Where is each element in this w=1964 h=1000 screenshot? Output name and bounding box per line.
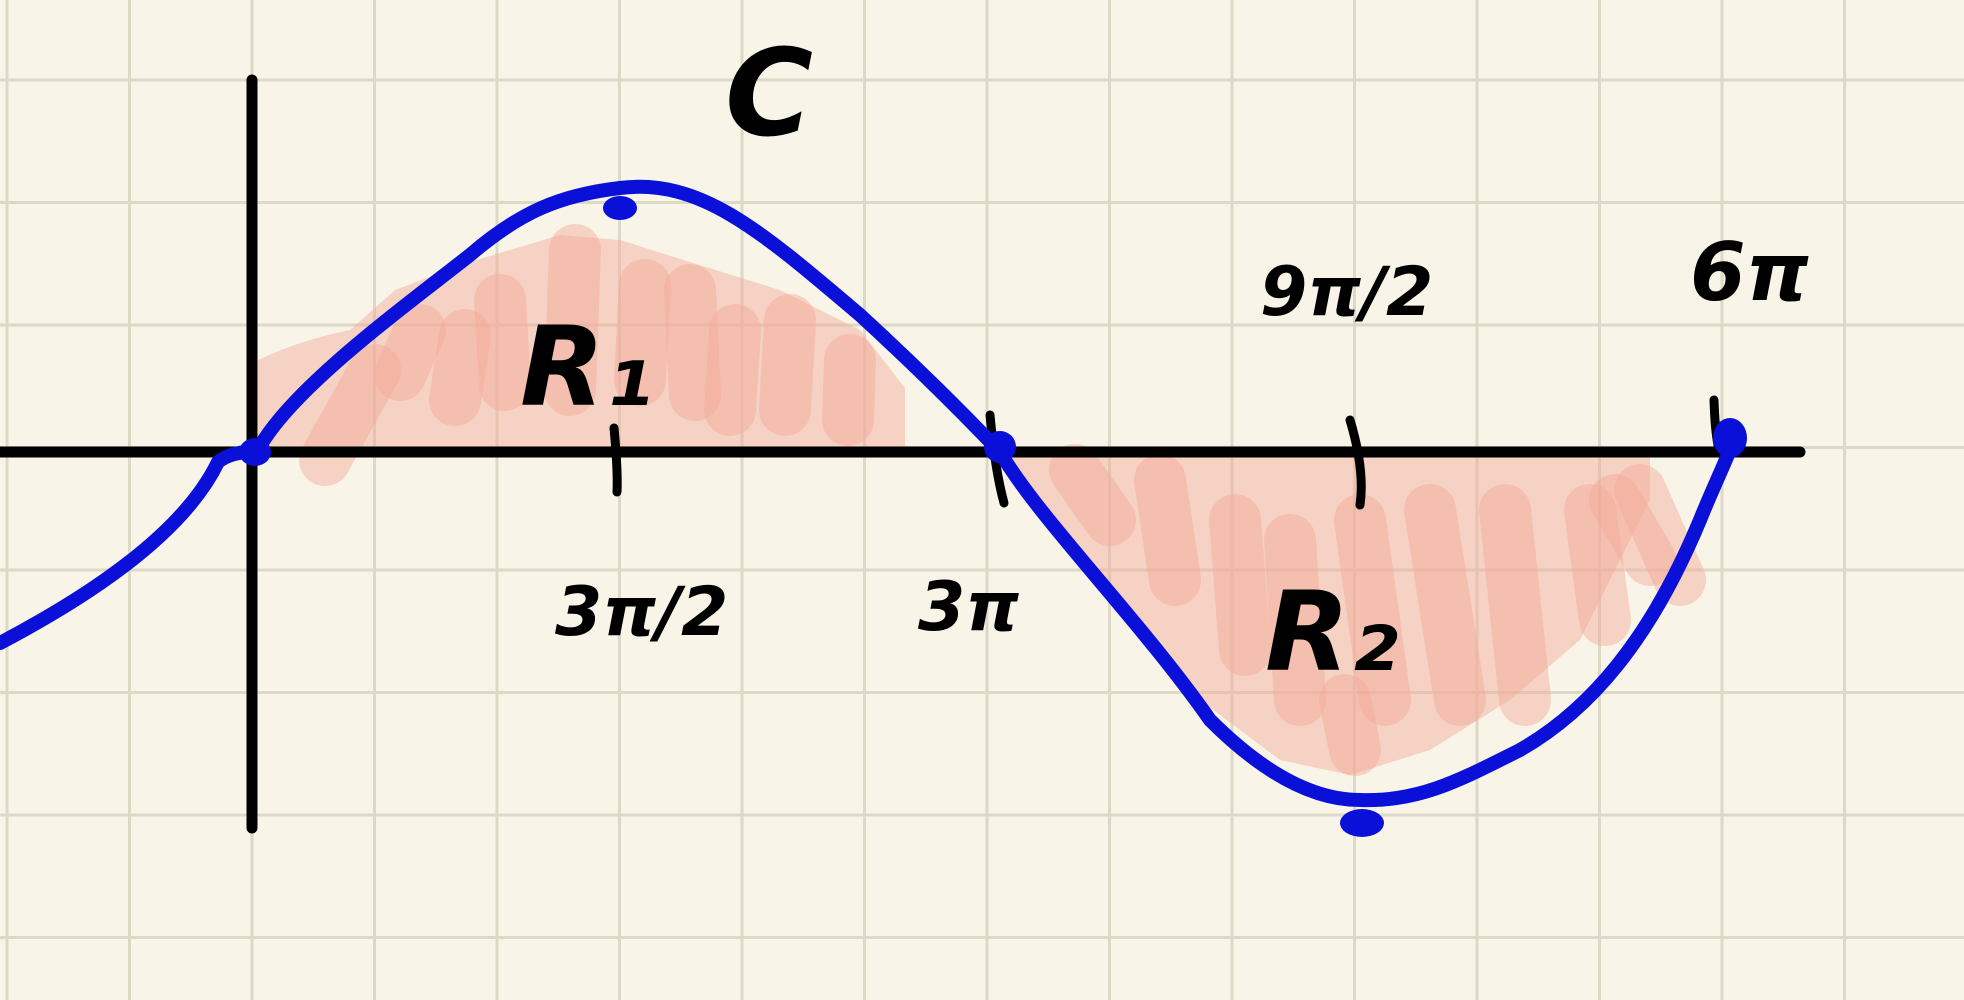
region-label-r2: R₂ <box>1265 568 1398 696</box>
point-maximum <box>603 196 637 220</box>
point-zero-6pi <box>1713 418 1747 458</box>
tick-label-9pi-over-2: 9π/2 <box>1260 253 1433 332</box>
curve-label: C <box>725 25 813 164</box>
tick-label-3pi-over-2: 3π/2 <box>555 573 728 652</box>
region-label-r1: R₁ <box>520 303 653 431</box>
tick-3pi-over-2 <box>609 423 622 497</box>
tick-3pi <box>985 410 1009 508</box>
tick-9pi-over-2 <box>1345 415 1366 510</box>
shading-strokes-r1 <box>299 224 876 486</box>
tick-label-3pi: 3π <box>918 568 1019 647</box>
point-origin <box>239 438 271 466</box>
shaded-region-r2 <box>1000 452 1650 775</box>
shading-strokes-r2 <box>1049 444 1706 776</box>
point-zero-3pi <box>984 431 1016 463</box>
curve-points <box>239 196 1747 837</box>
tick-label-6pi: 6π <box>1690 226 1809 319</box>
point-minimum <box>1340 809 1384 837</box>
